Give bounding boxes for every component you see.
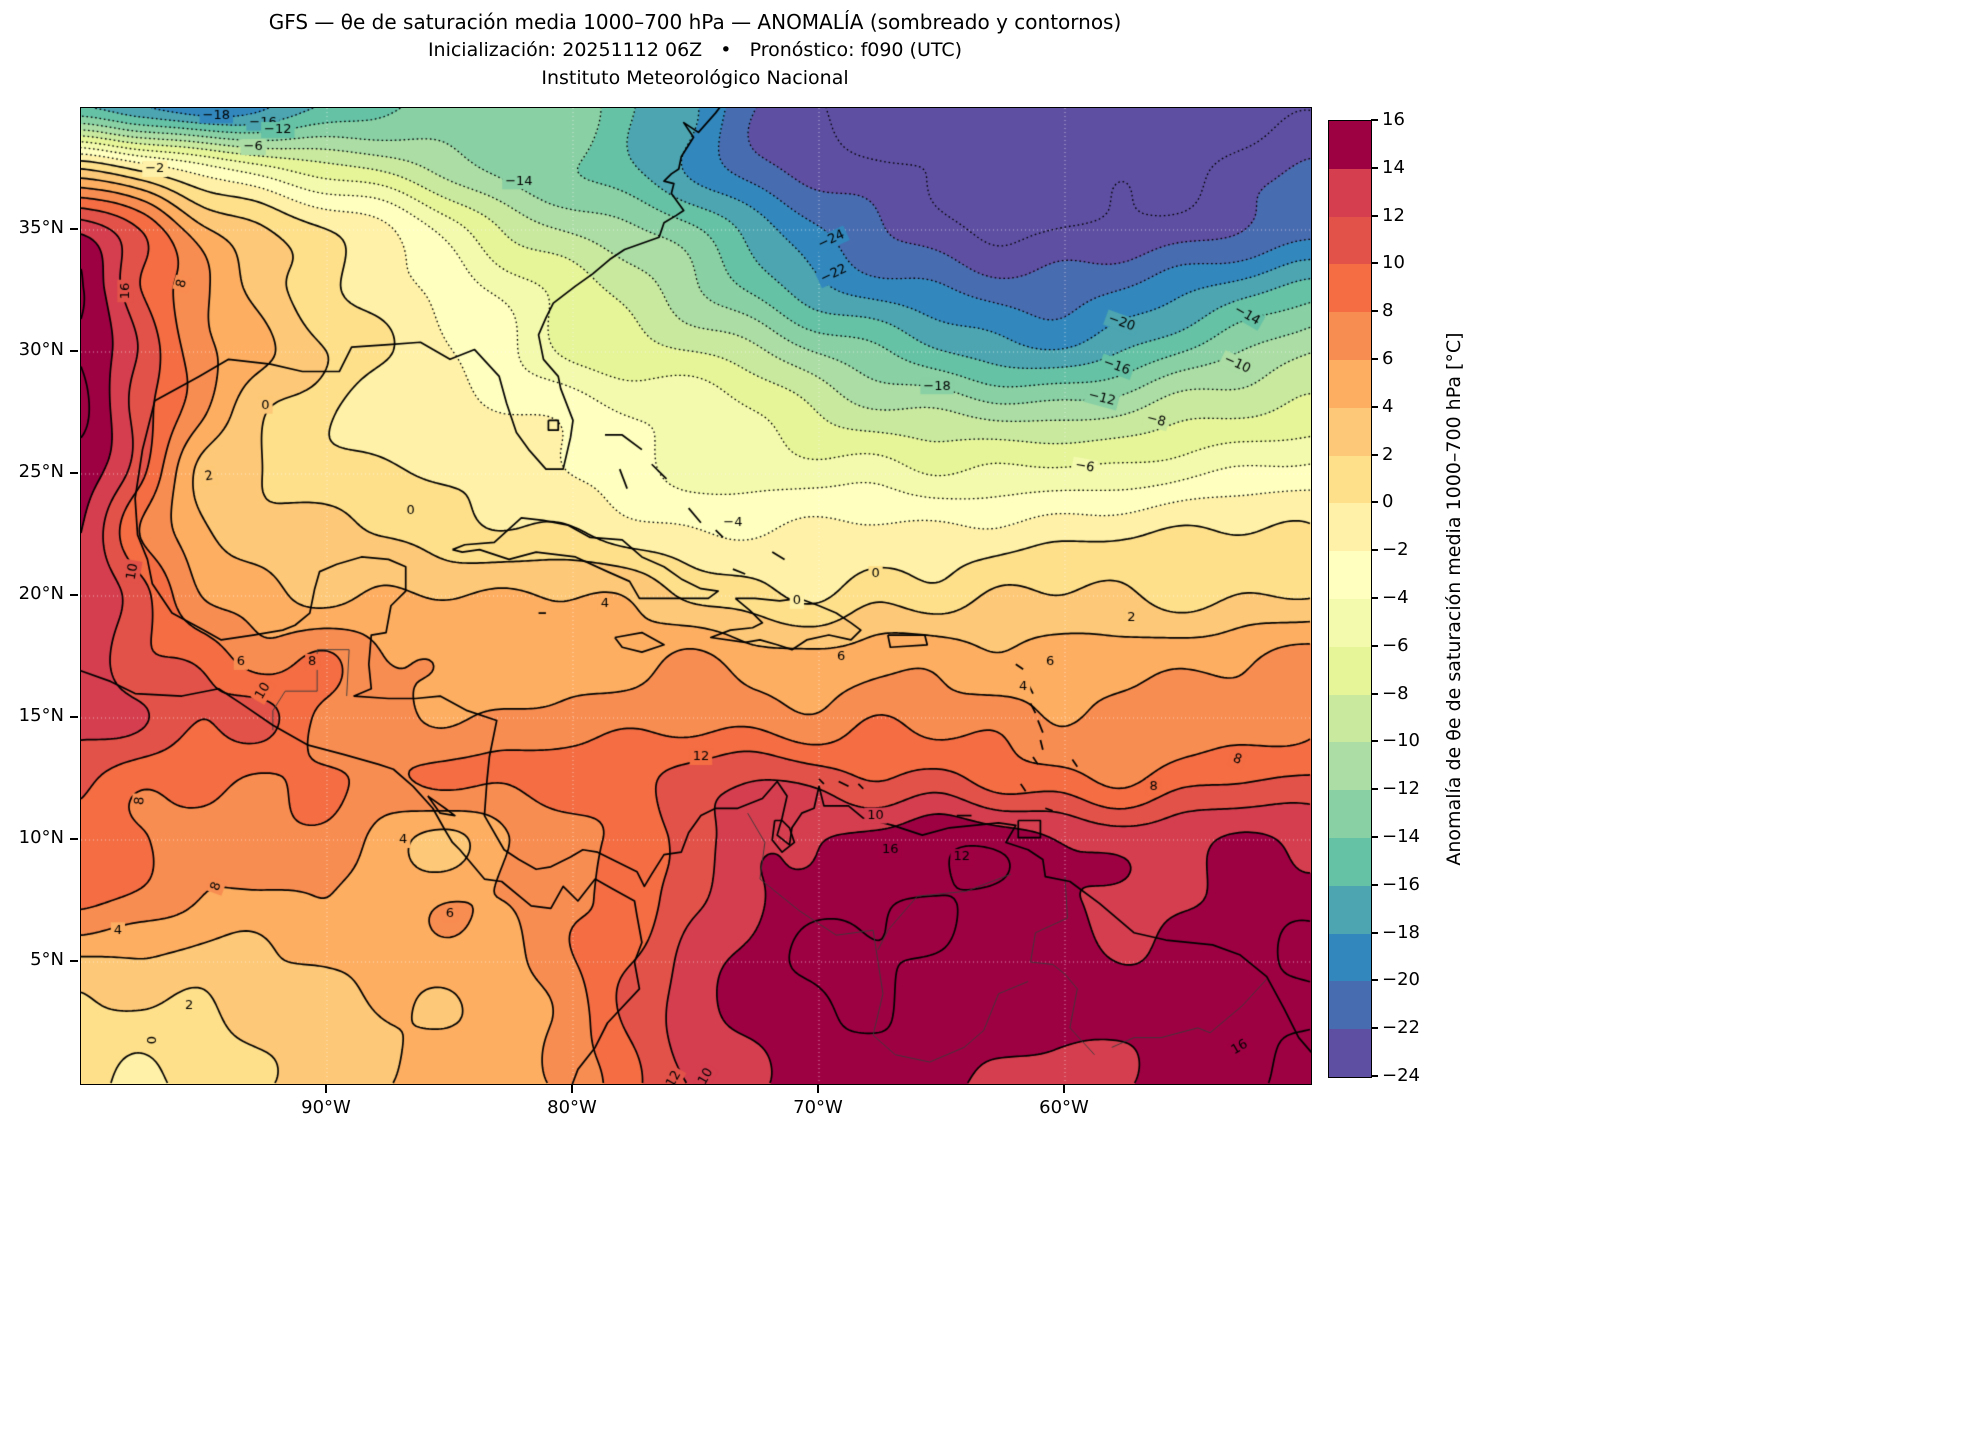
colorbar-tick-label: −22 xyxy=(1382,1017,1420,1039)
x-tick-label: 90°W xyxy=(301,1097,351,1118)
y-tick-mark xyxy=(70,472,78,474)
colorbar-tick-label: 16 xyxy=(1382,109,1405,130)
colorbar-tick-label: −10 xyxy=(1382,730,1420,752)
y-tick-label: 20°N xyxy=(18,583,64,604)
colorbar-tick-label: 10 xyxy=(1382,252,1405,274)
colorbar-segment xyxy=(1329,981,1371,1030)
colorbar-tick-mark xyxy=(1371,214,1378,217)
colorbar-tick-mark xyxy=(1371,597,1378,599)
colorbar-segment xyxy=(1329,455,1371,504)
title-line-3: Instituto Meteorológico Nacional xyxy=(541,67,849,89)
x-tick-mark xyxy=(1063,1085,1065,1093)
colorbar-tick-label: −18 xyxy=(1382,921,1420,943)
colorbar-tick-mark xyxy=(1371,1027,1378,1030)
colorbar-tick-mark xyxy=(1371,358,1378,360)
colorbar-tick-mark xyxy=(1371,883,1378,886)
colorbar-tick-label: −16 xyxy=(1382,873,1420,895)
colorbar-label: Anomalía de θe de saturación media 1000–… xyxy=(1443,332,1465,866)
y-tick-label: 15°N xyxy=(18,705,64,726)
colorbar-tick-label: −20 xyxy=(1382,969,1420,991)
colorbar-tick-mark xyxy=(1371,931,1378,934)
y-tick-label: 25°N xyxy=(18,461,64,482)
y-tick-mark xyxy=(70,716,78,718)
colorbar-tick-label: −12 xyxy=(1382,778,1420,800)
colorbar-segment xyxy=(1329,551,1371,599)
x-tick-mark xyxy=(817,1085,819,1093)
colorbar-tick-label: −14 xyxy=(1382,826,1420,847)
colorbar-tick-label: 2 xyxy=(1382,443,1394,465)
colorbar-segment xyxy=(1329,312,1371,360)
title-line-1: GFS — θe de saturación media 1000–700 hP… xyxy=(268,10,1122,34)
y-tick-mark xyxy=(70,594,78,596)
colorbar-segment xyxy=(1329,837,1371,886)
colorbar-tick-mark xyxy=(1371,405,1378,408)
colorbar-tick-label: −2 xyxy=(1382,539,1409,561)
colorbar xyxy=(1328,120,1372,1078)
colorbar-tick-label: 14 xyxy=(1382,156,1405,178)
colorbar-tick-label: 4 xyxy=(1382,395,1394,417)
colorbar-tick-mark xyxy=(1371,310,1378,313)
colorbar-segment xyxy=(1329,885,1371,934)
colorbar-tick-label: 12 xyxy=(1382,204,1405,226)
y-tick-mark xyxy=(70,228,78,230)
y-tick-mark xyxy=(70,350,78,352)
colorbar-tick-mark xyxy=(1371,788,1378,791)
colorbar-segment xyxy=(1329,168,1371,217)
colorbar-segment xyxy=(1329,407,1371,456)
colorbar-tick-label: −6 xyxy=(1382,634,1409,656)
colorbar-segment xyxy=(1329,264,1371,313)
y-tick-label: 5°N xyxy=(30,949,64,970)
y-tick-mark xyxy=(70,960,78,962)
colorbar-segment xyxy=(1329,933,1371,982)
y-tick-label: 10°N xyxy=(18,827,64,848)
colorbar-tick-label: −24 xyxy=(1382,1065,1420,1086)
colorbar-segment xyxy=(1329,694,1371,743)
colorbar-tick-mark xyxy=(1371,740,1378,743)
colorbar-tick-mark xyxy=(1371,501,1378,504)
title-line-2: Inicialización: 20251112 06Z • Pronóstic… xyxy=(427,39,963,61)
colorbar-segment xyxy=(1329,742,1371,791)
colorbar-segment xyxy=(1329,790,1371,838)
colorbar-tick-mark xyxy=(1371,836,1378,838)
colorbar-tick-mark xyxy=(1371,119,1378,121)
x-tick-mark xyxy=(571,1085,573,1093)
colorbar-tick-mark xyxy=(1371,979,1378,982)
x-tick-label: 60°W xyxy=(1039,1097,1089,1118)
y-tick-mark xyxy=(70,838,78,840)
anomaly-map-canvas xyxy=(80,107,1312,1085)
colorbar-tick-mark xyxy=(1371,1075,1378,1077)
colorbar-tick-mark xyxy=(1371,166,1378,169)
colorbar-tick-mark xyxy=(1371,549,1378,552)
x-tick-label: 80°W xyxy=(547,1097,597,1118)
x-tick-mark xyxy=(325,1085,327,1093)
x-tick-label: 70°W xyxy=(793,1097,843,1118)
colorbar-tick-label: −8 xyxy=(1382,682,1409,704)
colorbar-segment xyxy=(1329,646,1371,695)
colorbar-segment xyxy=(1329,216,1371,265)
colorbar-tick-label: −4 xyxy=(1382,587,1409,608)
colorbar-segment xyxy=(1329,503,1371,552)
y-tick-label: 35°N xyxy=(18,217,64,238)
colorbar-segment xyxy=(1329,359,1371,408)
colorbar-tick-mark xyxy=(1371,644,1378,647)
colorbar-tick-mark xyxy=(1371,692,1378,695)
colorbar-segment xyxy=(1329,1029,1371,1077)
colorbar-segment xyxy=(1329,121,1371,169)
colorbar-tick-mark xyxy=(1371,453,1378,456)
colorbar-tick-label: 0 xyxy=(1382,491,1394,513)
chart-title: GFS — θe de saturación media 1000–700 hP… xyxy=(80,8,1310,92)
colorbar-tick-label: 8 xyxy=(1382,300,1394,322)
colorbar-tick-mark xyxy=(1371,262,1378,265)
colorbar-segment xyxy=(1329,598,1371,647)
y-tick-label: 30°N xyxy=(18,339,64,360)
colorbar-tick-label: 6 xyxy=(1382,348,1394,369)
